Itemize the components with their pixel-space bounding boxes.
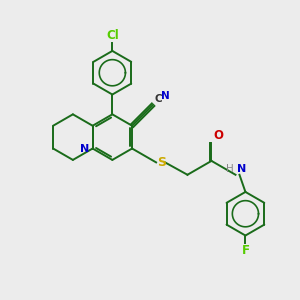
- Text: H: H: [226, 164, 233, 174]
- Text: N: N: [80, 143, 90, 154]
- Text: C: C: [154, 94, 162, 104]
- Text: F: F: [242, 244, 249, 257]
- Text: N: N: [236, 164, 246, 174]
- Text: N: N: [161, 91, 170, 101]
- Text: O: O: [214, 129, 224, 142]
- Text: Cl: Cl: [106, 29, 119, 42]
- Text: S: S: [157, 156, 166, 169]
